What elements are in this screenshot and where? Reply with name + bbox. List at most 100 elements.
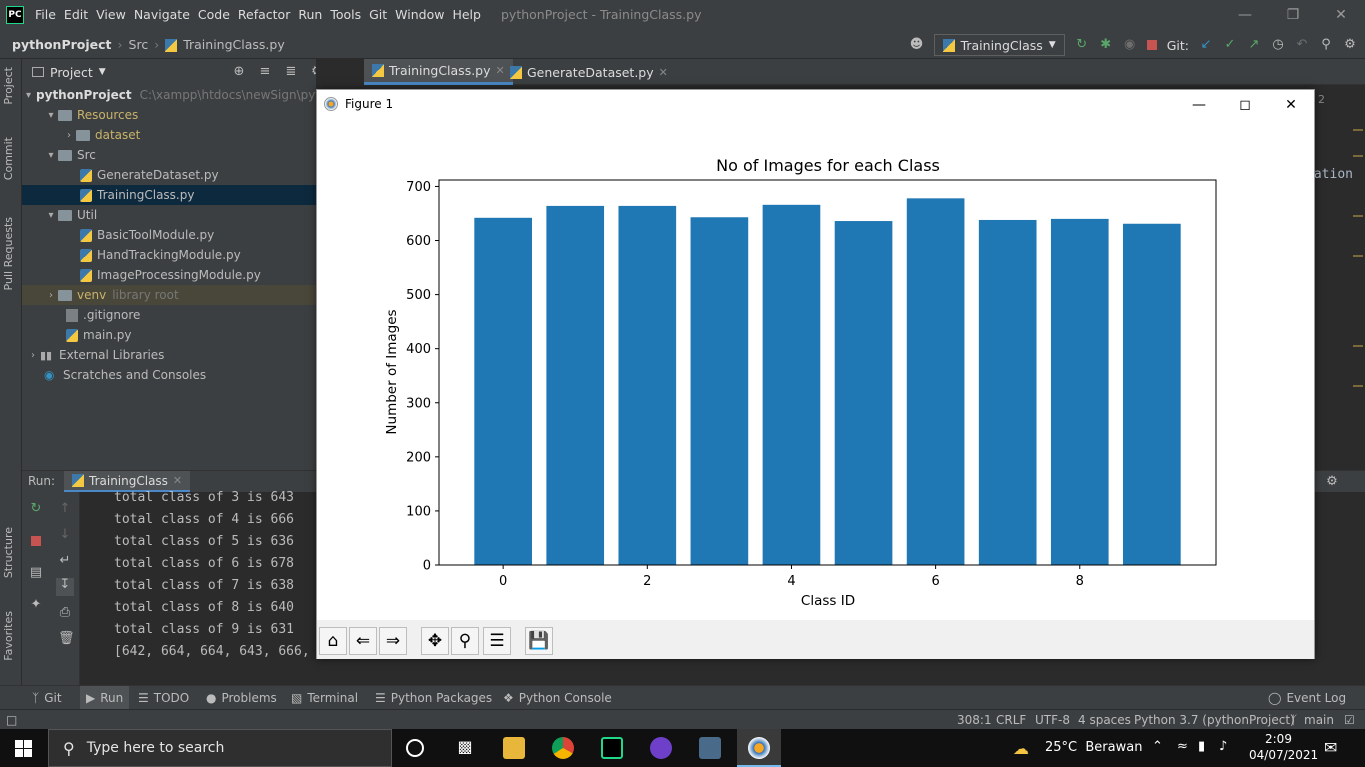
minimize-icon[interactable]: — <box>1192 96 1206 113</box>
windows-start-icon[interactable] <box>15 740 32 757</box>
tab-todo[interactable]: ☰ TODO <box>138 691 190 705</box>
layout-icon[interactable]: □ <box>6 713 18 727</box>
close-tab-icon[interactable]: ✕ <box>495 64 505 77</box>
tab-generatedataset[interactable]: GenerateDataset.py ✕ <box>502 59 676 85</box>
file-encoding[interactable]: UTF-8 <box>1035 713 1070 727</box>
task-view-icon[interactable]: ▩ <box>457 737 473 756</box>
tab-git[interactable]: ᛉ Git <box>32 691 62 705</box>
tree-item-external-libraries[interactable]: › ▮▮ External Libraries <box>22 345 316 365</box>
tree-item-trainingclass[interactable]: TrainingClass.py <box>22 185 316 205</box>
clock-time[interactable]: 2:09 <box>1265 732 1292 746</box>
tree-item-util[interactable]: ▾ Util <box>22 205 316 225</box>
maximize-icon[interactable]: ◻ <box>1239 96 1251 113</box>
tree-item-gitignore[interactable]: .gitignore <box>22 305 316 325</box>
tree-item-venv[interactable]: › venv library root <box>22 285 316 305</box>
arrow-down-icon[interactable]: ↓ <box>59 527 71 542</box>
clock-date[interactable]: 04/07/2021 <box>1249 748 1319 762</box>
caret-position[interactable]: 308:1 <box>957 713 992 727</box>
volume-icon[interactable]: ♪ <box>1219 739 1228 754</box>
chrome-icon[interactable] <box>552 737 574 759</box>
taskbar-search-input[interactable]: ⚲ Type here to search <box>48 729 392 767</box>
history-icon[interactable]: ◷ <box>1272 37 1284 52</box>
chevron-down-icon[interactable]: ▼ <box>98 67 106 77</box>
pycharm-icon[interactable] <box>601 737 623 759</box>
trash-icon[interactable]: 🗑 <box>58 631 75 646</box>
home-icon[interactable]: ⌂ <box>319 627 347 655</box>
tab-terminal[interactable]: ▧ Terminal <box>291 691 359 705</box>
battery-icon[interactable]: ▮ <box>1198 739 1206 754</box>
tab-favorites-side[interactable]: Favorites <box>2 611 15 661</box>
back-icon[interactable]: ⇐ <box>349 627 377 655</box>
github-desktop-icon[interactable] <box>650 737 672 759</box>
chevron-down-icon[interactable]: ▾ <box>26 89 32 101</box>
menu-code[interactable]: Code <box>197 7 230 22</box>
tab-project-side[interactable]: Project <box>2 67 15 105</box>
chevron-down-icon[interactable]: ▾ <box>48 209 54 221</box>
tab-problems[interactable]: ● Problems <box>206 691 277 705</box>
git-update-icon[interactable]: ↙ <box>1200 37 1212 52</box>
tree-item-resources[interactable]: ▾ Resources <box>22 105 316 125</box>
stop-icon[interactable] <box>1146 40 1157 50</box>
breadcrumb-folder[interactable]: Src <box>128 37 149 52</box>
tree-item-generatedataset[interactable]: GenerateDataset.py <box>22 165 316 185</box>
search-icon[interactable]: ⚲ <box>1321 37 1331 52</box>
forward-icon[interactable]: ⇒ <box>379 627 407 655</box>
restore-icon[interactable]: ❐ <box>1286 7 1300 23</box>
editor-scroll-markers[interactable] <box>1351 125 1365 425</box>
tree-item-dataset[interactable]: › dataset <box>22 125 316 145</box>
cortana-icon[interactable] <box>406 739 424 757</box>
menu-git[interactable]: Git <box>369 7 388 22</box>
layout-icon[interactable]: ▤ <box>29 565 43 580</box>
breadcrumb-file[interactable]: TrainingClass.py <box>183 37 285 52</box>
close-tab-icon[interactable]: ✕ <box>172 474 183 487</box>
tree-item-handtrackingmodule[interactable]: HandTrackingModule.py <box>22 245 316 265</box>
tab-event-log[interactable]: ◯ Event Log <box>1268 691 1347 705</box>
menu-refactor[interactable]: Refactor <box>237 7 291 22</box>
notifications-icon[interactable]: ✉ <box>1324 738 1338 757</box>
rerun-icon[interactable]: ↻ <box>1076 37 1088 52</box>
debug-icon[interactable]: ✱ <box>1100 37 1112 52</box>
locate-icon[interactable]: ⊕ <box>233 64 245 79</box>
coverage-icon[interactable]: ◉ <box>1124 37 1136 52</box>
git-commit-icon[interactable]: ✓ <box>1224 37 1236 52</box>
python-interpreter[interactable]: Python 3.7 (pythonProject) <box>1134 713 1295 727</box>
tab-structure-side[interactable]: Structure <box>2 527 15 579</box>
matplotlib-task-icon[interactable] <box>737 729 781 767</box>
tree-item-scratches[interactable]: ◉ Scratches and Consoles <box>44 368 207 382</box>
tree-item-src[interactable]: ▾ Src <box>22 145 316 165</box>
menu-navigate[interactable]: Navigate <box>133 7 190 22</box>
collapse-all-icon[interactable]: ≣ <box>285 64 297 79</box>
menu-window[interactable]: Window <box>395 7 445 22</box>
tree-item-basictoolmodule[interactable]: BasicToolModule.py <box>22 225 316 245</box>
chevron-right-icon[interactable]: › <box>31 349 35 361</box>
menu-help[interactable]: Help <box>452 7 481 22</box>
git-push-icon[interactable]: ↗ <box>1248 37 1260 52</box>
tab-commit-side[interactable]: Commit <box>2 137 15 181</box>
run-configuration-select[interactable]: TrainingClass ▼ <box>933 34 1065 56</box>
menu-tools[interactable]: Tools <box>330 7 362 22</box>
tab-trainingclass[interactable]: TrainingClass.py ✕ <box>364 59 513 85</box>
tree-item-main[interactable]: main.py <box>22 325 316 345</box>
breadcrumb-project[interactable]: pythonProject <box>12 37 112 52</box>
menu-view[interactable]: View <box>96 7 126 22</box>
wifi-icon[interactable]: ≈ <box>1177 739 1188 754</box>
chevron-down-icon[interactable]: ▾ <box>48 149 54 161</box>
calculator-icon[interactable] <box>699 737 721 759</box>
chevron-down-icon[interactable]: ▾ <box>48 109 54 121</box>
indent-setting[interactable]: 4 spaces <box>1078 713 1131 727</box>
rerun-icon[interactable]: ↻ <box>30 501 42 516</box>
arrow-up-icon[interactable]: ↑ <box>59 501 71 516</box>
tree-item-root[interactable]: ▾ pythonProject C:\xampp\htdocs\newSign\… <box>26 88 321 102</box>
soft-wrap-icon[interactable]: ↵ <box>59 553 71 568</box>
tab-python-packages[interactable]: ☰ Python Packages <box>375 691 493 705</box>
weather-icon[interactable]: ☁ <box>1013 739 1029 758</box>
menu-file[interactable]: File <box>35 7 56 22</box>
settings-icon[interactable]: ⚙ <box>1344 37 1356 52</box>
line-separator[interactable]: CRLF <box>996 713 1027 727</box>
save-icon[interactable]: 💾 <box>525 627 553 655</box>
file-explorer-icon[interactable] <box>503 737 525 759</box>
tab-pull-requests-side[interactable]: Pull Requests <box>2 217 15 291</box>
gear-icon[interactable]: ⚙ <box>1326 474 1338 489</box>
close-icon[interactable]: ✕ <box>1285 96 1297 113</box>
bar-chart[interactable]: No of Images for each Class 010020030040… <box>317 119 1314 620</box>
